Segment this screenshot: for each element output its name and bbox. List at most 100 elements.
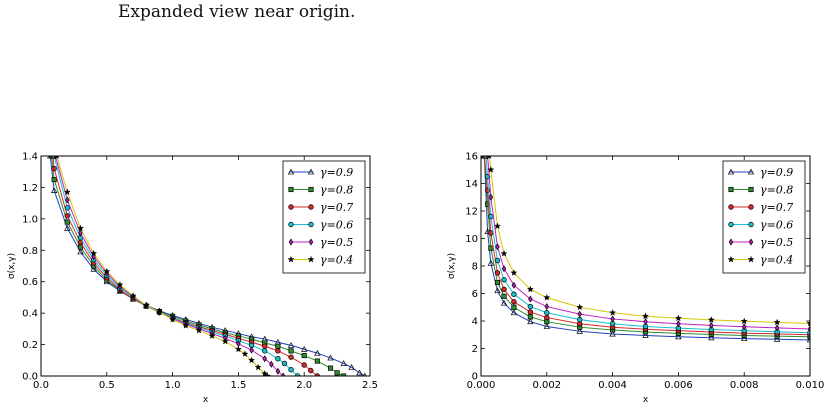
legend-marker xyxy=(288,238,294,246)
x-tick-label: 2.0 xyxy=(296,380,312,391)
plot-frame xyxy=(40,155,371,377)
data-point xyxy=(341,373,347,376)
data-point xyxy=(487,259,495,266)
data-point xyxy=(576,303,584,311)
data-point xyxy=(63,188,71,196)
data-point xyxy=(487,156,492,159)
data-point xyxy=(221,337,229,345)
series-5 xyxy=(487,156,810,327)
data-point xyxy=(76,224,84,232)
data-point xyxy=(64,219,70,225)
data-point xyxy=(195,326,203,334)
data-point xyxy=(674,314,682,322)
legend-label: γ=0.9 xyxy=(320,166,353,179)
legend-entry-1: γ=0.8 xyxy=(728,184,793,197)
data-point xyxy=(90,265,97,272)
legend-marker xyxy=(288,186,294,193)
legend-entry-2: γ=0.7 xyxy=(288,201,353,214)
y-tick-label: 0.8 xyxy=(22,246,38,257)
legend-marker xyxy=(307,255,315,263)
data-point xyxy=(494,279,501,286)
data-point xyxy=(487,166,495,173)
x-tick-label: 0.0 xyxy=(33,380,49,391)
legend-marker xyxy=(308,204,314,210)
data-point xyxy=(501,265,507,273)
legend-entry-4: γ=0.5 xyxy=(288,236,353,249)
data-point xyxy=(314,373,321,376)
y-tick-label: 4 xyxy=(472,317,478,328)
data-point xyxy=(511,304,517,310)
legend-marker xyxy=(308,186,314,193)
data-point xyxy=(103,267,111,275)
data-point xyxy=(501,277,507,283)
data-point xyxy=(301,362,307,368)
data-point xyxy=(287,342,295,348)
data-point xyxy=(254,363,262,371)
data-point xyxy=(707,316,715,323)
data-point xyxy=(263,372,271,376)
legend-marker xyxy=(287,255,295,263)
data-point xyxy=(806,319,810,327)
data-point xyxy=(708,334,715,341)
data-point xyxy=(241,350,249,357)
x-tick-label: 0.5 xyxy=(99,380,115,391)
y-tick-label: 14 xyxy=(465,179,478,190)
legend-entry-2: γ=0.7 xyxy=(728,201,793,214)
legend-label: γ=0.4 xyxy=(760,254,793,267)
legend-label: γ=0.9 xyxy=(760,166,793,179)
y-tick-label: 1.2 xyxy=(22,183,38,194)
legend-label: γ=0.4 xyxy=(320,254,353,267)
series-line xyxy=(483,156,810,341)
data-point xyxy=(281,360,288,367)
data-point xyxy=(577,316,583,323)
y-tick-label: 1.4 xyxy=(22,152,38,163)
data-point xyxy=(488,213,494,220)
data-point xyxy=(340,360,347,366)
x-tick-label: 0.000 xyxy=(467,380,496,391)
data-point xyxy=(51,165,57,172)
series-line xyxy=(483,156,810,336)
series-line xyxy=(483,156,810,338)
data-point xyxy=(741,323,747,331)
data-point xyxy=(501,286,507,293)
data-point xyxy=(527,314,533,320)
data-point xyxy=(528,295,533,303)
y-tick-label: 0.4 xyxy=(22,309,38,320)
data-point xyxy=(64,224,71,231)
data-point xyxy=(288,348,294,354)
legend-marker xyxy=(747,255,755,263)
data-point xyxy=(308,367,314,374)
data-point xyxy=(544,314,550,321)
data-point xyxy=(740,317,748,325)
data-point xyxy=(275,343,281,349)
data-point xyxy=(527,309,534,315)
data-point xyxy=(494,270,501,276)
data-point xyxy=(54,156,59,159)
data-point xyxy=(500,299,508,306)
legend-marker xyxy=(287,168,295,175)
data-point xyxy=(773,335,781,342)
data-point xyxy=(643,318,648,326)
data-point xyxy=(269,360,274,368)
y-axis-label: σ(x,γ) xyxy=(7,253,17,279)
series-3 xyxy=(483,156,810,336)
legend-box xyxy=(722,160,806,274)
data-point xyxy=(208,332,216,339)
x-axis-label: x xyxy=(203,395,209,405)
data-point xyxy=(288,367,294,373)
data-point xyxy=(494,257,501,264)
legend-marker xyxy=(727,168,735,175)
legend-marker xyxy=(728,186,734,193)
data-point xyxy=(641,312,650,320)
legend-marker xyxy=(728,204,734,210)
data-point xyxy=(169,315,177,323)
data-point xyxy=(182,322,190,329)
series-5 xyxy=(54,156,271,376)
legend-label: γ=0.8 xyxy=(320,184,353,197)
legend-marker xyxy=(288,204,294,210)
data-point xyxy=(510,309,518,316)
data-point xyxy=(675,333,682,340)
legend-marker xyxy=(748,238,754,246)
y-tick-label: 16 xyxy=(465,152,478,163)
